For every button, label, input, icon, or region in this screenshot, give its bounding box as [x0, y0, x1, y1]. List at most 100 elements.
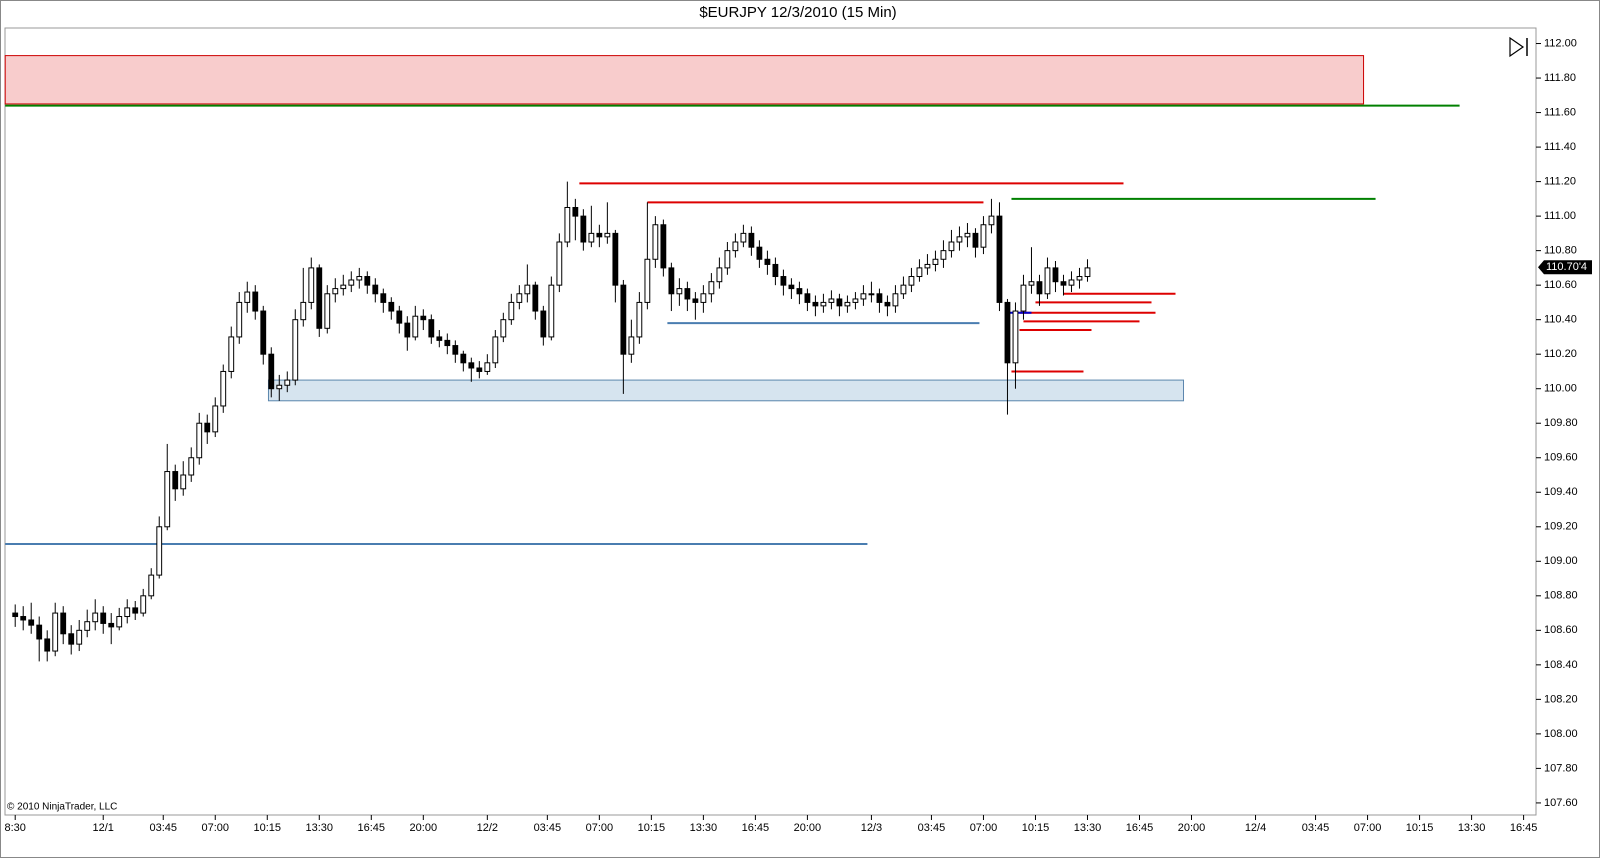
- y-tick-label: 109.40: [1544, 486, 1578, 498]
- chart-title: $EURJPY 12/3/2010 (15 Min): [699, 4, 896, 21]
- y-tick-label: 110.80: [1544, 245, 1577, 257]
- candle-body: [180, 474, 187, 490]
- candle-body: [428, 319, 435, 338]
- y-tick-label: 107.80: [1544, 762, 1578, 774]
- candle-body: [116, 616, 123, 628]
- y-tick-label: 112.00: [1544, 37, 1577, 49]
- candle-body: [124, 607, 131, 618]
- candle-body: [140, 595, 147, 614]
- candle-body: [732, 241, 739, 252]
- candle-body: [876, 293, 883, 303]
- x-tick-label: 20:00: [1178, 822, 1206, 834]
- candle-body: [276, 384, 283, 390]
- candle-body: [772, 263, 779, 278]
- y-tick-label: 110.00: [1544, 383, 1577, 395]
- y-tick-label: 109.80: [1544, 417, 1578, 429]
- candle-body: [500, 319, 507, 338]
- candle-body: [164, 471, 171, 528]
- candle-body: [68, 633, 75, 645]
- plot-border: [4, 27, 1537, 816]
- candle-body: [436, 336, 443, 341]
- candle-body: [100, 612, 107, 624]
- play-icon[interactable]: [1509, 36, 1525, 58]
- zone: [4, 55, 1365, 105]
- candle-body: [804, 293, 811, 303]
- candle-body: [132, 607, 139, 614]
- candle-body: [972, 232, 979, 248]
- candle-body: [932, 258, 939, 265]
- candle-body: [916, 267, 923, 278]
- candle-body: [1076, 276, 1083, 281]
- candle-body: [716, 267, 723, 283]
- candle-body: [324, 293, 331, 329]
- candle-body: [756, 246, 763, 260]
- x-tick-label: 13:30: [690, 822, 718, 834]
- candle-body: [196, 422, 203, 459]
- candle-body: [172, 471, 179, 490]
- candle-body: [748, 232, 755, 248]
- candle-body: [780, 276, 787, 286]
- candle-body: [684, 288, 691, 300]
- x-tick-label: 20:00: [794, 822, 822, 834]
- candle-body: [332, 288, 339, 295]
- candle-body: [652, 224, 659, 260]
- scroll-end-button[interactable]: [1509, 36, 1528, 58]
- candle-body: [980, 224, 987, 248]
- x-tick-label: 03:45: [534, 822, 562, 834]
- candle-body: [996, 215, 1003, 303]
- y-tick-label: 110.20: [1544, 348, 1577, 360]
- candle-body: [148, 574, 155, 597]
- candle-body: [76, 629, 83, 645]
- candle-body: [44, 638, 51, 652]
- y-tick-label: 109.60: [1544, 452, 1578, 464]
- candle-body: [812, 301, 819, 307]
- candle-body: [708, 281, 715, 295]
- candle-body: [948, 241, 955, 252]
- x-tick-label: 07:00: [201, 822, 229, 834]
- x-tick-label: 12/4: [1245, 822, 1266, 834]
- candle-body: [12, 612, 19, 618]
- candle-body: [596, 232, 603, 238]
- x-tick-label: 12/3: [861, 822, 882, 834]
- x-tick-label: 03:45: [149, 822, 177, 834]
- candle-body: [668, 267, 675, 295]
- candle-body: [468, 362, 475, 369]
- x-tick-label: 10:15: [638, 822, 666, 834]
- candle-body: [388, 301, 395, 312]
- x-tick-label: 12/1: [93, 822, 114, 834]
- candle-body: [156, 526, 163, 576]
- candle-body: [108, 622, 115, 628]
- x-tick-label: 16:45: [742, 822, 770, 834]
- x-tick-label: 20:00: [410, 822, 438, 834]
- candle-body: [236, 301, 243, 338]
- x-tick-label: 03:45: [918, 822, 946, 834]
- candle-body: [452, 345, 459, 355]
- y-tick-label: 111.60: [1544, 106, 1576, 118]
- candle-body: [820, 301, 827, 307]
- candle-body: [1004, 301, 1011, 364]
- candle-body: [1012, 310, 1019, 364]
- x-tick-label: 13:30: [306, 822, 334, 834]
- candle-body: [348, 279, 355, 286]
- candle-body: [540, 310, 547, 338]
- x-tick-label: 16:45: [1126, 822, 1154, 834]
- x-tick-label: 07:00: [1354, 822, 1382, 834]
- candle-body: [300, 301, 307, 321]
- candle-body: [484, 362, 491, 372]
- y-tick-label: 110.60: [1544, 279, 1577, 291]
- y-tick-label: 111.00: [1544, 210, 1576, 222]
- candle-body: [92, 612, 99, 623]
- y-tick-label: 108.20: [1544, 693, 1578, 705]
- y-tick-label: 109.00: [1544, 555, 1578, 567]
- x-tick-label: 03:45: [1302, 822, 1330, 834]
- candle-body: [636, 301, 643, 338]
- candle-body: [940, 250, 947, 260]
- candle-body: [564, 206, 571, 243]
- last-price-label: 110.70'4: [1546, 261, 1587, 273]
- x-tick-label: 8:30: [4, 822, 25, 834]
- candle-body: [1060, 281, 1067, 286]
- candle-body: [516, 293, 523, 303]
- candle-body: [844, 301, 851, 307]
